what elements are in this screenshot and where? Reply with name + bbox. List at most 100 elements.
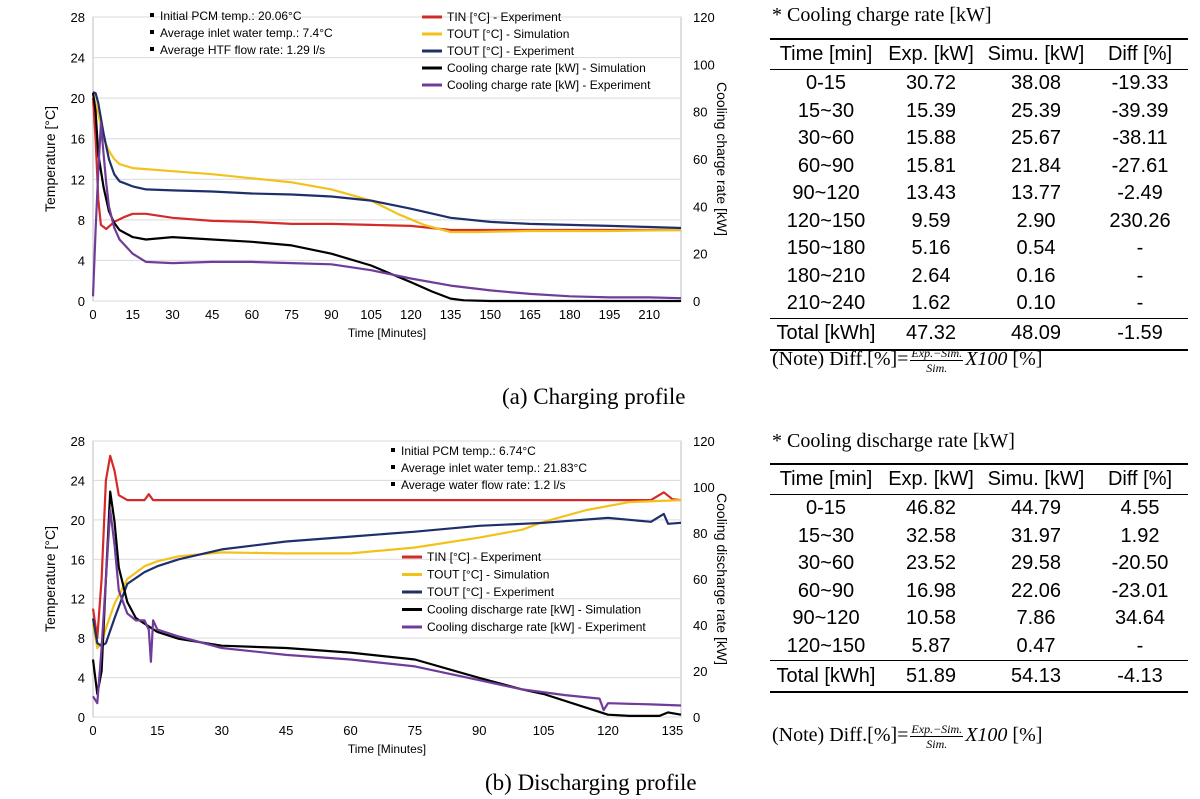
note-unit: [%]	[1012, 348, 1043, 371]
info-bullet	[391, 482, 395, 486]
table-row: 60~90 16.98 22.06 -23.01	[770, 578, 1188, 606]
table-cell: 4.55	[1120, 497, 1160, 520]
note-numerator: Exp.−Sim.	[910, 346, 964, 361]
y2-tick-label: 40	[693, 618, 707, 633]
legend-label: TIN [°C] - Experiment	[427, 550, 542, 564]
table-header-cell: Time [min]	[770, 38, 882, 70]
plot-area	[92, 440, 682, 718]
note-prefix: (Note) Diff.[%]=	[772, 724, 909, 747]
info-bullet	[150, 30, 154, 34]
table-header-cell: Exp. [kW]	[882, 463, 980, 495]
charging-caption: (a) Charging profile	[502, 384, 686, 409]
x-tick-label: 0	[89, 307, 96, 322]
y2-tick-label: 80	[693, 526, 707, 541]
table-cell: -27.61	[1111, 154, 1169, 177]
table-row: 60~90 15.81 21.84 -27.61	[770, 153, 1188, 181]
table-cell: 90~120	[792, 182, 860, 205]
table-row: 0-15 46.82 44.79 4.55	[770, 495, 1188, 523]
series-line-4	[91, 92, 681, 303]
y2-tick-label: 60	[693, 572, 707, 587]
x-tick-label: 120	[400, 307, 422, 322]
table-cell: 16.98	[905, 579, 957, 602]
legend-label: TOUT [°C] - Experiment	[427, 585, 555, 599]
table-cell: 46.82	[905, 497, 957, 520]
x-tick-label: 165	[519, 307, 541, 322]
info-bullet	[150, 13, 154, 17]
x-axis-label: Time [Minutes]	[348, 742, 426, 756]
table-cell: 0.47	[1016, 634, 1056, 657]
plot-area	[92, 16, 682, 302]
table-cell: -38.11	[1112, 127, 1168, 150]
table-cell: -	[1136, 292, 1144, 315]
table-cell: 48.09	[980, 317, 1092, 351]
table-cell: 2.90	[1016, 209, 1056, 232]
table-cell: 0.16	[1016, 264, 1056, 287]
table-cell: 23.52	[905, 552, 957, 575]
y-tick-label: 20	[71, 513, 85, 528]
table-header-cell: Diff [%]	[1092, 463, 1188, 495]
table-cell: -23.01	[1111, 579, 1169, 602]
note-unit: [%]	[1012, 724, 1043, 747]
table-header-cell: Simu. [kW]	[980, 38, 1092, 70]
table-cell: 15.39	[905, 99, 957, 122]
y2-tick-label: 80	[693, 105, 707, 120]
table-cell: 60~90	[797, 579, 855, 602]
table-cell: 38.08	[1010, 72, 1062, 95]
table-header-cell: Exp. [kW]	[882, 38, 980, 70]
y-axis-label: Temperature [°C]	[42, 526, 58, 632]
table-cell: 54.13	[980, 660, 1092, 693]
table-row: 0-15 30.72 38.08 -19.33	[770, 70, 1188, 98]
x-tick-label: 30	[165, 307, 179, 322]
x-tick-label: 60	[245, 307, 259, 322]
y2-tick-label: 120	[693, 10, 715, 25]
info-bullet	[391, 465, 395, 469]
x-tick-label: 105	[533, 723, 555, 738]
y-tick-label: 28	[71, 434, 85, 449]
x-tick-label: 15	[125, 307, 139, 322]
legend-label: Cooling charge rate [kW] - Simulation	[447, 61, 646, 75]
note-prefix: (Note) Diff.[%]=	[772, 348, 909, 371]
table-cell: -	[1136, 237, 1144, 260]
table-cell: 0.54	[1016, 237, 1056, 260]
series-line-5	[92, 508, 682, 712]
x-tick-label: 30	[215, 723, 229, 738]
table-cell: -	[1136, 634, 1144, 657]
table-header-cell: Simu. [kW]	[980, 463, 1092, 495]
y-tick-label: 20	[71, 91, 85, 106]
table-cell: 2.64	[911, 264, 951, 287]
table-cell: 0-15	[805, 72, 847, 95]
table-cell: -	[1136, 264, 1144, 287]
y2-tick-label: 40	[693, 199, 707, 214]
table-row: 210~240 1.62 0.10 -	[770, 290, 1188, 318]
table-cell: 10.58	[905, 607, 957, 630]
y2-tick-label: 20	[693, 247, 707, 262]
charge-note: (Note) Diff.[%]= Exp.−Sim. Sim. X100 [%]	[772, 346, 1042, 375]
note-multiplier: X100	[965, 724, 1008, 747]
table-cell: 22.06	[1010, 579, 1062, 602]
table-cell: 230.26	[1109, 209, 1171, 232]
x-tick-label: 90	[472, 723, 486, 738]
x-tick-label: 150	[479, 307, 501, 322]
table-cell: 150~180	[786, 237, 866, 260]
y-tick-label: 16	[71, 132, 85, 147]
table-cell: 44.79	[1010, 497, 1062, 520]
series-line-3	[92, 91, 682, 230]
table-cell: 13.43	[905, 182, 957, 205]
table-cell: 31.97	[1010, 524, 1062, 547]
discharge-table-title: * Cooling discharge rate [kW]	[772, 430, 1015, 452]
table-cell: 7.86	[1016, 607, 1056, 630]
table-cell: Total [kWh]	[770, 317, 882, 351]
table-cell: 32.58	[905, 524, 957, 547]
x-tick-label: 0	[89, 723, 96, 738]
table-row: 90~120 13.43 13.77 -2.49	[770, 180, 1188, 208]
info-text: Average HTF flow rate: 1.29 l/s	[160, 43, 325, 57]
discharging-profile-chart: 0 4 8 12 16 20 24 28 0 20 40 60 80 100 120 0 15 30 45 60 75 9…	[42, 434, 730, 756]
note-denominator: Sim.	[926, 737, 948, 751]
discharge-note: (Note) Diff.[%]= Exp.−Sim. Sim. X100 [%]	[772, 722, 1042, 751]
table-cell: 30~60	[797, 552, 855, 575]
y-tick-label: 24	[71, 473, 85, 488]
x-tick-label: 45	[279, 723, 293, 738]
series-line-5	[91, 122, 682, 300]
note-fraction: Exp.−Sim. Sim.	[910, 722, 964, 751]
charging-profile-chart: 0 4 8 12 16 20 24 28 0 20 40 60 80 100 120 0 15 30 45 60 75 9…	[42, 9, 730, 340]
